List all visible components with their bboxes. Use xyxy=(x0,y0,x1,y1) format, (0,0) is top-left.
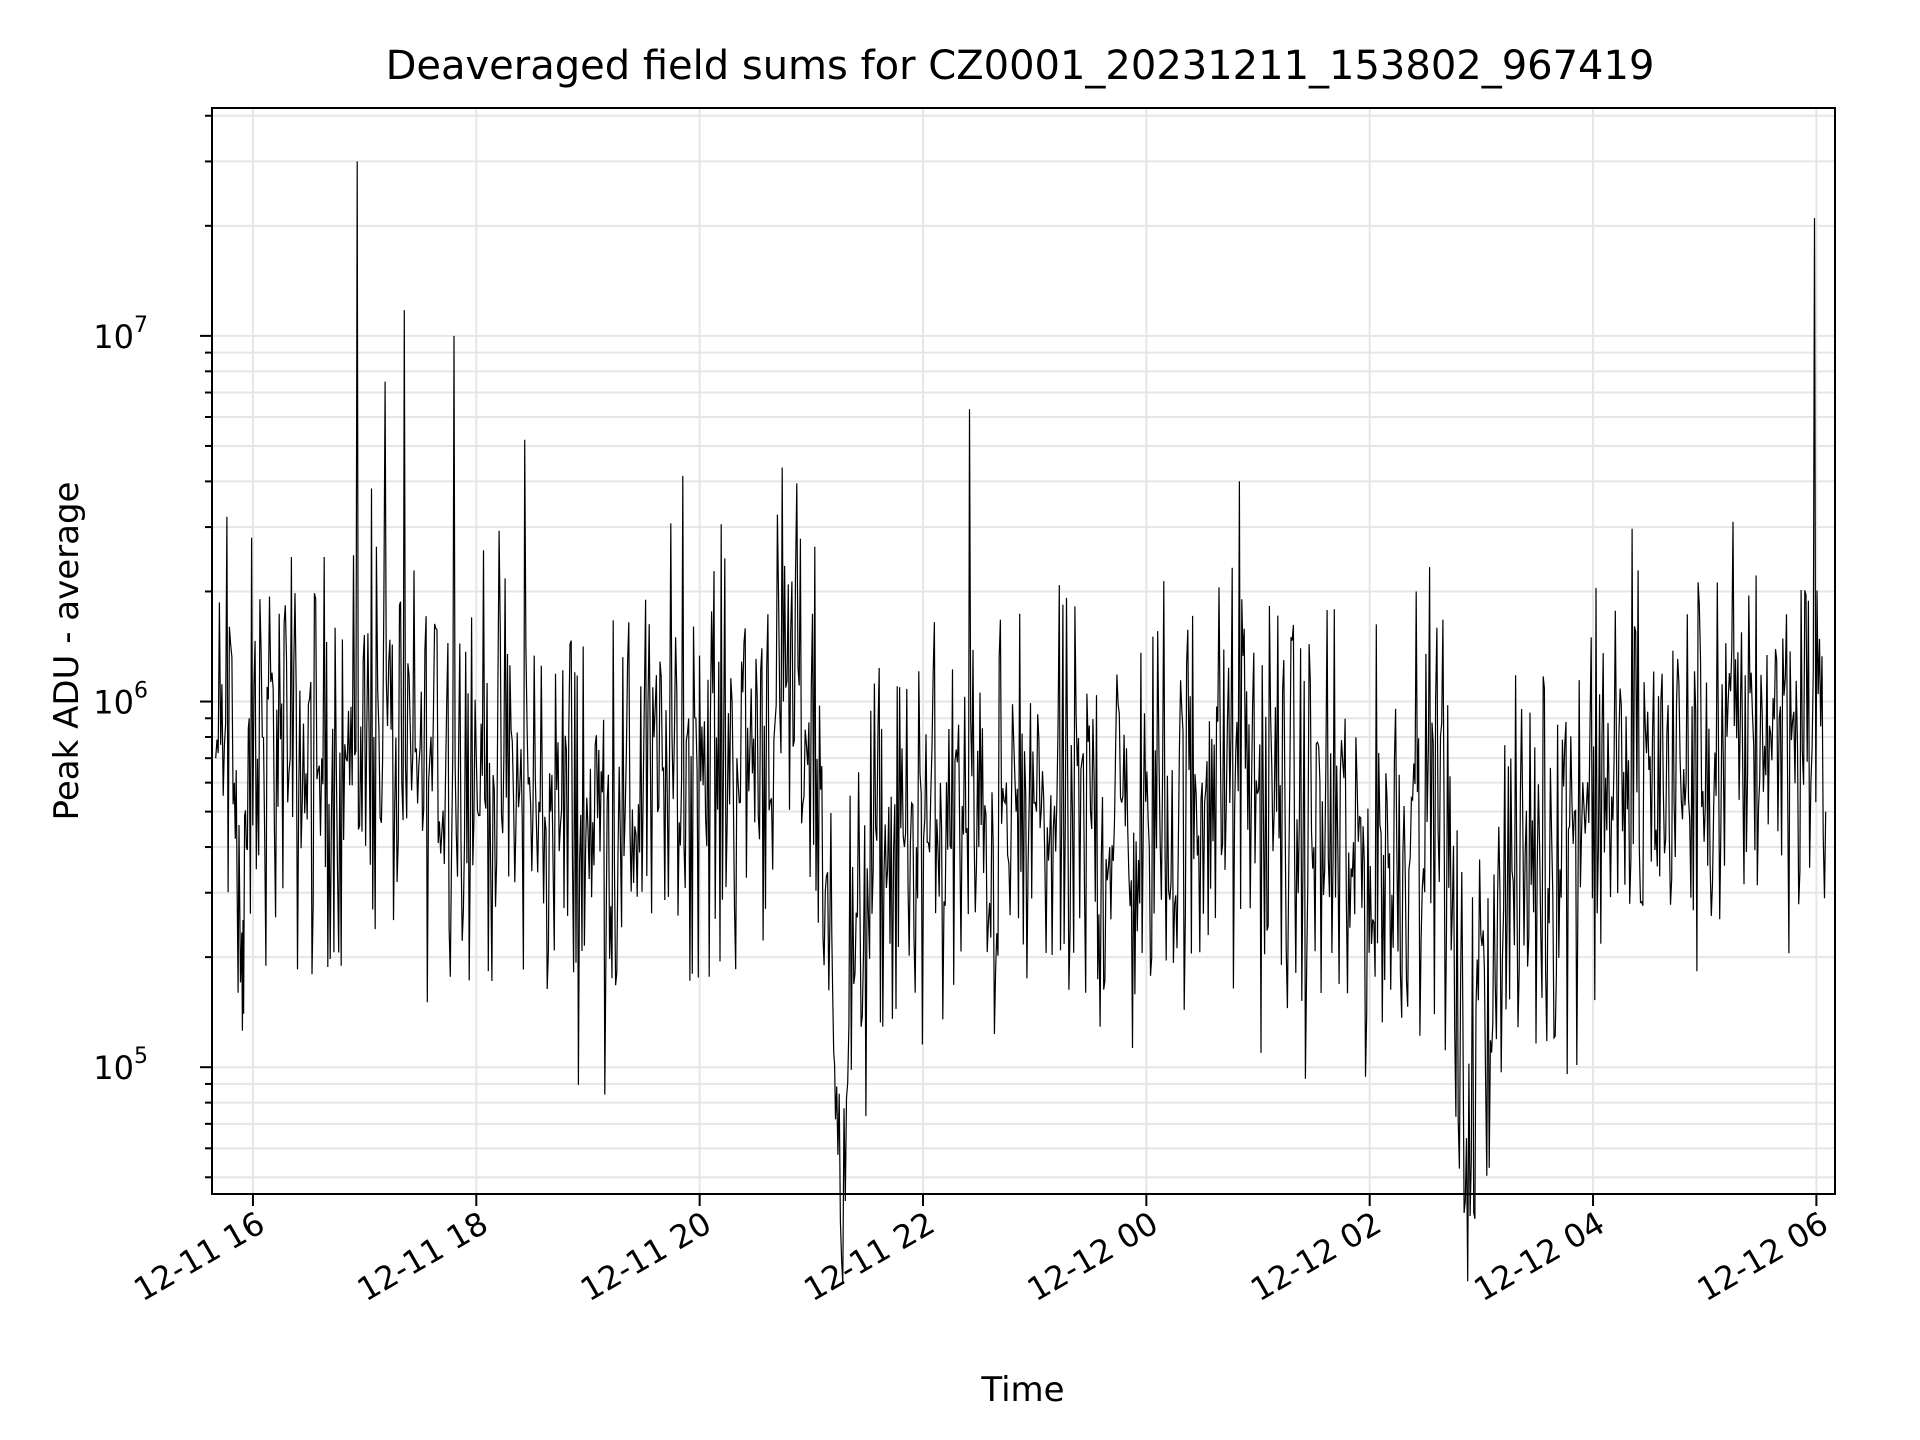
x-axis-label: Time xyxy=(980,1370,1064,1410)
series-line xyxy=(215,161,1827,1284)
grid-layer xyxy=(212,108,1835,1194)
y-axis-label: Peak ADU - average xyxy=(47,482,87,821)
data-layer xyxy=(215,161,1827,1284)
chart-title: Deaveraged field sums for CZ0001_2023121… xyxy=(386,43,1655,89)
y-tick-label: 105 xyxy=(93,1044,148,1087)
y-tick-label: 106 xyxy=(93,679,148,722)
y-tick-label: 107 xyxy=(93,313,148,356)
plot-frame xyxy=(211,107,1836,1195)
